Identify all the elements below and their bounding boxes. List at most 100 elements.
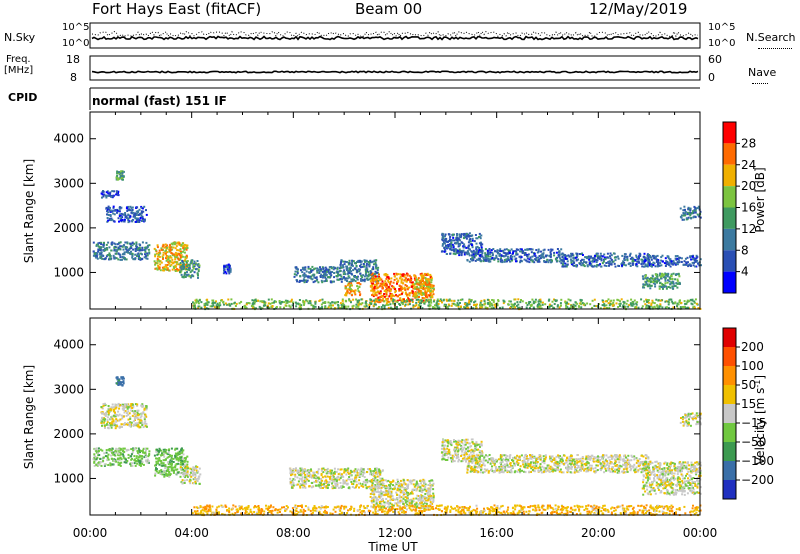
- power-echo-cell: [664, 306, 667, 309]
- power-echo-cell: [445, 253, 448, 255]
- power-echo-cell: [341, 307, 344, 309]
- power-echo-cell: [587, 257, 590, 260]
- power-echo-cell: [350, 282, 353, 285]
- velocity-echo-cell: [107, 409, 110, 412]
- power-echo-cell: [177, 242, 180, 245]
- power-echo-cell: [187, 268, 189, 271]
- power-echo-cell: [668, 298, 671, 301]
- power-echo-cell: [154, 255, 157, 258]
- power-echo-cell: [386, 297, 389, 300]
- velocity-echo-cell: [129, 425, 132, 428]
- power-echo-cell: [404, 284, 407, 286]
- power-echo-cell: [667, 306, 670, 309]
- power-echo-cell: [137, 248, 140, 251]
- power-echo-cell: [649, 256, 652, 259]
- power-echo-cell: [439, 300, 441, 302]
- power-echo-cell: [100, 254, 103, 257]
- power-echo-cell: [375, 259, 378, 262]
- power-echo-cell: [652, 254, 655, 257]
- power-echo-cell: [128, 216, 131, 219]
- velocity-echo-cell: [174, 464, 177, 467]
- velocity-echo-cell: [118, 463, 121, 466]
- power-echo-cell: [181, 275, 184, 278]
- power-echo-cell: [550, 261, 552, 264]
- power-echo-cell: [196, 263, 199, 266]
- power-echo-cell: [113, 213, 116, 216]
- power-echo-cell: [361, 276, 364, 279]
- velocity-echo-cell: [181, 460, 184, 463]
- power-echo-cell: [122, 175, 125, 178]
- velocity-echo-cell: [122, 382, 125, 385]
- power-echo-cell: [228, 272, 231, 275]
- power-echo-cell: [407, 299, 410, 302]
- power-echo-cell: [622, 300, 625, 303]
- power-echo-cell: [692, 254, 695, 257]
- power-echo-cell: [117, 178, 120, 181]
- power-echo-cell: [509, 260, 512, 263]
- power-echo-cell: [447, 240, 449, 243]
- power-echo-cell: [156, 268, 159, 271]
- power-echo-cell: [360, 274, 363, 277]
- power-echo-cell: [315, 279, 318, 282]
- power-echo-cell: [469, 240, 472, 243]
- power-echo-cell: [654, 280, 657, 283]
- power-echo-cell: [556, 248, 559, 250]
- power-echo-cell: [377, 296, 380, 299]
- power-echo-cell: [472, 258, 474, 261]
- power-echo-cell: [183, 246, 186, 249]
- velocity-echo-cell: [155, 450, 158, 453]
- velocity-echo-cell: [136, 451, 139, 454]
- power-echo-cell: [165, 259, 168, 262]
- velocity-echo-cell: [102, 412, 105, 415]
- power-echo-cell: [487, 302, 490, 305]
- power-echo-cell: [212, 302, 214, 305]
- power-echo-cell: [154, 267, 157, 270]
- power-echo-cell: [189, 271, 192, 274]
- power-echo-cell: [180, 268, 183, 271]
- power-echo-cell: [579, 302, 582, 305]
- power-echo-cell: [363, 305, 366, 308]
- power-echo-cell: [662, 274, 665, 277]
- velocity-echo-cell: [177, 462, 180, 465]
- power-echo-cell: [119, 219, 122, 222]
- power-echo-cell: [464, 306, 467, 309]
- power-echo-cell: [133, 214, 136, 217]
- velocity-echo-cell: [118, 381, 121, 383]
- velocity-echo-cell: [183, 459, 186, 462]
- power-echo-cell: [394, 290, 397, 292]
- power-echo-cell: [408, 303, 411, 306]
- power-echo-cell: [321, 306, 324, 309]
- power-echo-cell: [561, 256, 564, 258]
- power-echo-cell: [449, 236, 452, 238]
- power-echo-cell: [591, 299, 594, 302]
- power-echo-cell: [657, 306, 660, 309]
- power-echo-cell: [113, 248, 116, 251]
- power-echo-cell: [97, 250, 100, 253]
- power-echo-cell: [356, 282, 359, 285]
- velocity-echo-cell: [180, 463, 183, 466]
- velocity-echo-cell: [103, 424, 106, 427]
- velocity-echo-cell: [127, 413, 130, 416]
- power-echo-cell: [667, 262, 670, 265]
- velocity-echo-cell: [195, 465, 198, 468]
- power-echo-cell: [340, 259, 343, 262]
- power-echo-cell: [415, 282, 418, 285]
- velocity-echo-cell: [140, 457, 143, 460]
- power-echo-cell: [438, 306, 441, 309]
- power-echo-cell: [165, 246, 168, 249]
- power-echo-cell: [559, 304, 562, 307]
- power-echo-cell: [303, 303, 305, 306]
- power-echo-cell: [600, 265, 603, 268]
- power-echo-cell: [653, 256, 656, 259]
- velocity-echo-cell: [157, 453, 160, 456]
- power-echo-cell: [188, 275, 191, 278]
- power-echo-cell: [248, 302, 251, 305]
- power-echo-cell: [500, 257, 503, 260]
- velocity-echo-cell: [136, 462, 139, 465]
- power-echo-cell: [558, 250, 561, 253]
- power-echo-cell: [589, 257, 591, 260]
- power-echo-cell: [666, 275, 669, 278]
- power-echo-cell: [603, 256, 606, 259]
- power-echo-cell: [115, 176, 118, 179]
- power-echo-cell: [368, 264, 371, 267]
